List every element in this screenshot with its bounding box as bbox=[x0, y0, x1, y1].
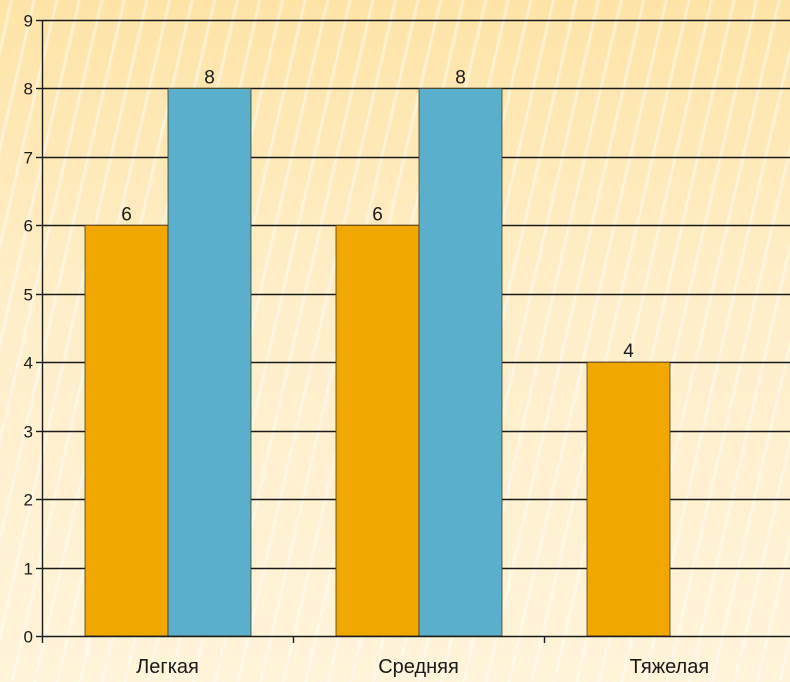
data-label-1-3: 4 bbox=[623, 341, 634, 362]
bar-1-2 bbox=[335, 224, 420, 637]
data-label-1-2: 6 bbox=[372, 204, 383, 225]
y-tick-label-9: 9 bbox=[24, 12, 33, 31]
bars bbox=[84, 88, 671, 637]
y-tick-label-8: 8 bbox=[24, 80, 33, 99]
y-tick-label-5: 5 bbox=[24, 286, 33, 305]
y-tick-label-6: 6 bbox=[24, 217, 33, 236]
bar-2-2 bbox=[418, 88, 503, 637]
y-tick-label-7: 7 bbox=[24, 149, 33, 168]
data-label-2-1: 8 bbox=[204, 67, 215, 88]
y-tick-label-0: 0 bbox=[24, 628, 33, 647]
y-tick-label-2: 2 bbox=[24, 491, 33, 510]
bar-2-1 bbox=[167, 88, 252, 637]
y-tick-label-3: 3 bbox=[24, 423, 33, 442]
x-tick-label-1: Легкая bbox=[136, 656, 199, 678]
axes bbox=[36, 19, 790, 643]
data-label-2-2: 8 bbox=[455, 67, 466, 88]
y-tick-label-4: 4 bbox=[24, 354, 33, 373]
bar-1-1 bbox=[84, 224, 169, 637]
y-tick-label-1: 1 bbox=[24, 560, 33, 579]
labels: 6 8 6 8 4 0 1 2 3 4 5 6 7 8 9 Легкая Средняя Тяжелая bbox=[24, 12, 710, 679]
data-label-1-1: 6 bbox=[121, 204, 132, 225]
x-tick-label-3: Тяжелая bbox=[630, 656, 709, 678]
x-tick-label-2: Средняя bbox=[378, 656, 459, 678]
bar-1-3 bbox=[586, 361, 671, 637]
